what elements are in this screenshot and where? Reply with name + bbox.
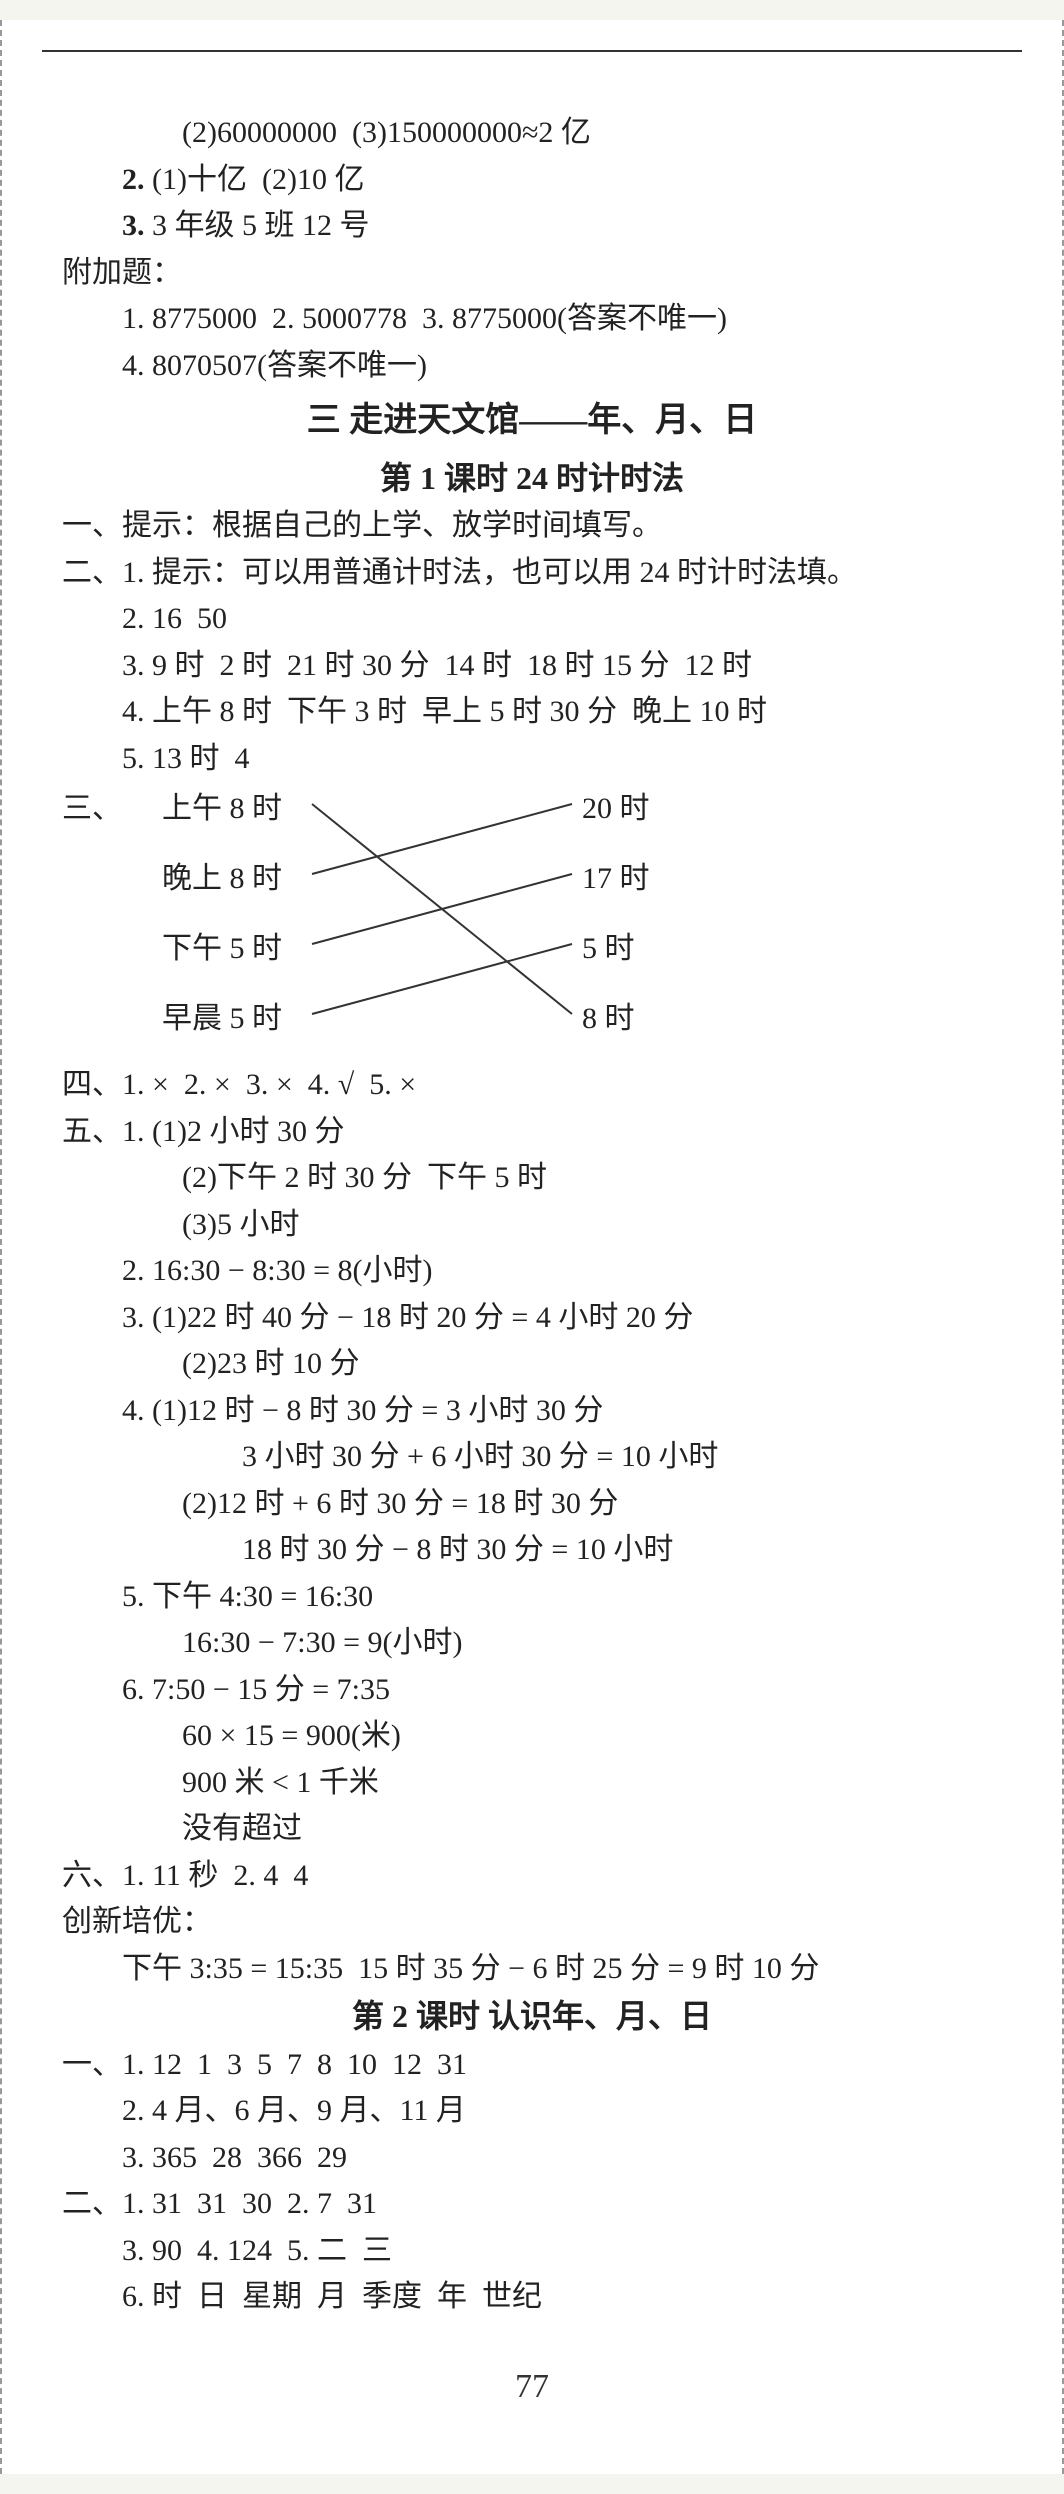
text-line: 3. 365 28 366 29 bbox=[62, 2135, 1002, 2182]
match-line bbox=[312, 944, 572, 1014]
text-line: 4. (1)12 时 − 8 时 30 分 = 3 小时 30 分 bbox=[62, 1388, 1002, 1435]
text-line: 二、1. 31 31 30 2. 7 31 bbox=[62, 2181, 1002, 2228]
section-label: 创新培优： bbox=[62, 1899, 1002, 1946]
text-line: 16:30 − 7:30 = 9(小时) bbox=[62, 1620, 1002, 1667]
item-number: 3. bbox=[122, 209, 145, 242]
text-line: (2)23 时 10 分 bbox=[62, 1341, 1002, 1388]
text-line: 5. 13 时 4 bbox=[62, 736, 1002, 783]
page-number: 77 bbox=[62, 2361, 1002, 2414]
text-line: 六、1. 11 秒 2. 4 4 bbox=[62, 1853, 1002, 1900]
text-line: 60 × 15 = 900(米) bbox=[62, 1713, 1002, 1760]
text-line: 18 时 30 分 − 8 时 30 分 = 10 小时 bbox=[62, 1527, 1002, 1574]
matching-diagram: 上午 8 时 晚上 8 时 下午 5 时 早晨 5 时 20 时 17 时 5 … bbox=[162, 782, 762, 1062]
text-line: 6. 7:50 − 15 分 = 7:35 bbox=[62, 1667, 1002, 1714]
match-lines-svg bbox=[162, 782, 762, 1062]
text-line: 2. 2. (1)十亿 (2)10 亿(1)十亿 (2)10 亿 bbox=[62, 157, 1002, 204]
text-line: 五、1. (1)2 小时 30 分 bbox=[62, 1109, 1002, 1156]
lesson-title: 第 2 课时 认识年、月、日 bbox=[62, 1992, 1002, 2042]
section-label: 附加题： bbox=[62, 250, 1002, 297]
section-number: 三、 bbox=[62, 782, 122, 833]
text-line: (2)下午 2 时 30 分 下午 5 时 bbox=[62, 1155, 1002, 1202]
text-line: 6. 时 日 星期 月 季度 年 世纪 bbox=[62, 2274, 1002, 2321]
text-line: 3. 90 4. 124 5. 二 三 bbox=[62, 2228, 1002, 2275]
item-number: 2. bbox=[122, 163, 145, 196]
content-area: (2)60000000 (3)150000000≈2 亿 2. 2. (1)十亿… bbox=[42, 80, 1022, 2434]
text-line: 3 小时 30 分 + 6 小时 30 分 = 10 小时 bbox=[62, 1434, 1002, 1481]
text-line: (2)12 时 + 6 时 30 分 = 18 时 30 分 bbox=[62, 1481, 1002, 1528]
text-line: 4. 8070507(答案不唯一) bbox=[62, 343, 1002, 390]
section-title: 三 走进天文馆——年、月、日 bbox=[62, 395, 1002, 448]
text-line: 5. 下午 4:30 = 16:30 bbox=[62, 1574, 1002, 1621]
text-line: 二、1. 提示：可以用普通计时法，也可以用 24 时计时法填。 bbox=[62, 550, 1002, 597]
text-line: 3. 3 年级 5 班 12 号 bbox=[62, 203, 1002, 250]
text-line: 四、1. × 2. × 3. × 4. √ 5. × bbox=[62, 1062, 1002, 1109]
match-line bbox=[312, 874, 572, 944]
text-line: 一、1. 12 1 3 5 7 8 10 12 31 bbox=[62, 2042, 1002, 2089]
text-line: 4. 上午 8 时 下午 3 时 早上 5 时 30 分 晚上 10 时 bbox=[62, 689, 1002, 736]
text-line: 3. 9 时 2 时 21 时 30 分 14 时 18 时 15 分 12 时 bbox=[62, 643, 1002, 690]
lesson-title: 第 1 课时 24 时计时法 bbox=[62, 454, 1002, 504]
text-line: 2. 4 月、6 月、9 月、11 月 bbox=[62, 2088, 1002, 2135]
text-line: 1. 8775000 2. 5000778 3. 8775000(答案不唯一) bbox=[62, 296, 1002, 343]
text-line: 900 米 < 1 千米 bbox=[62, 1760, 1002, 1807]
text-line: 没有超过 bbox=[62, 1806, 1002, 1853]
match-line bbox=[312, 804, 572, 874]
text-line: 下午 3:35 = 15:35 15 时 35 分 − 6 时 25 分 = 9… bbox=[62, 1946, 1002, 1993]
page-container: (2)60000000 (3)150000000≈2 亿 2. 2. (1)十亿… bbox=[0, 20, 1064, 2474]
text-line: (2)60000000 (3)150000000≈2 亿 bbox=[62, 110, 1002, 157]
text-line: 3. (1)22 时 40 分 − 18 时 20 分 = 4 小时 20 分 bbox=[62, 1295, 1002, 1342]
text-line: 2. 16:30 − 8:30 = 8(小时) bbox=[62, 1248, 1002, 1295]
text-line: (3)5 小时 bbox=[62, 1202, 1002, 1249]
text-line: 一、提示：根据自己的上学、放学时间填写。 bbox=[62, 503, 1002, 550]
text-line: 2. 16 50 bbox=[62, 596, 1002, 643]
